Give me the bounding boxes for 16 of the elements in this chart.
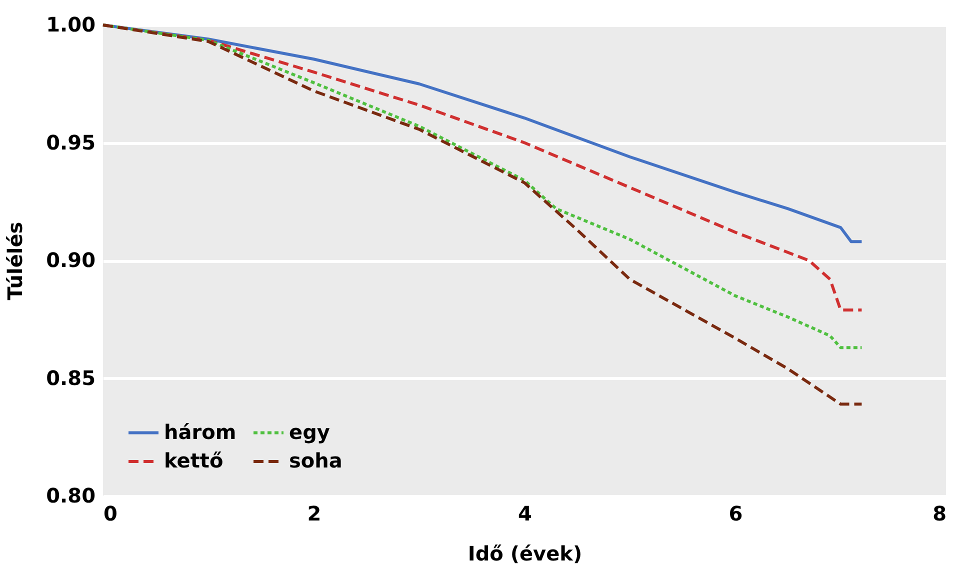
legend-label: kettő (164, 448, 224, 472)
y-tick-label: 0.85 (46, 366, 96, 390)
legend-label: egy (289, 420, 330, 444)
x-tick-label: 2 (307, 502, 322, 526)
y-axis-title: Túlélés (3, 222, 28, 300)
legend-label: három (164, 420, 236, 444)
legend-label: soha (289, 448, 342, 472)
y-tick-label: 0.95 (46, 130, 96, 154)
x-tick-label: 4 (518, 502, 532, 526)
y-tick-label: 0.90 (46, 248, 96, 272)
x-tick-label: 0 (104, 502, 118, 526)
y-tick-label: 1.00 (46, 12, 96, 36)
x-tick-label: 6 (728, 502, 743, 526)
y-tick-label: 0.80 (46, 484, 96, 508)
x-axis-title: Idő (évek) (468, 542, 582, 566)
x-tick-label: 8 (932, 502, 946, 526)
